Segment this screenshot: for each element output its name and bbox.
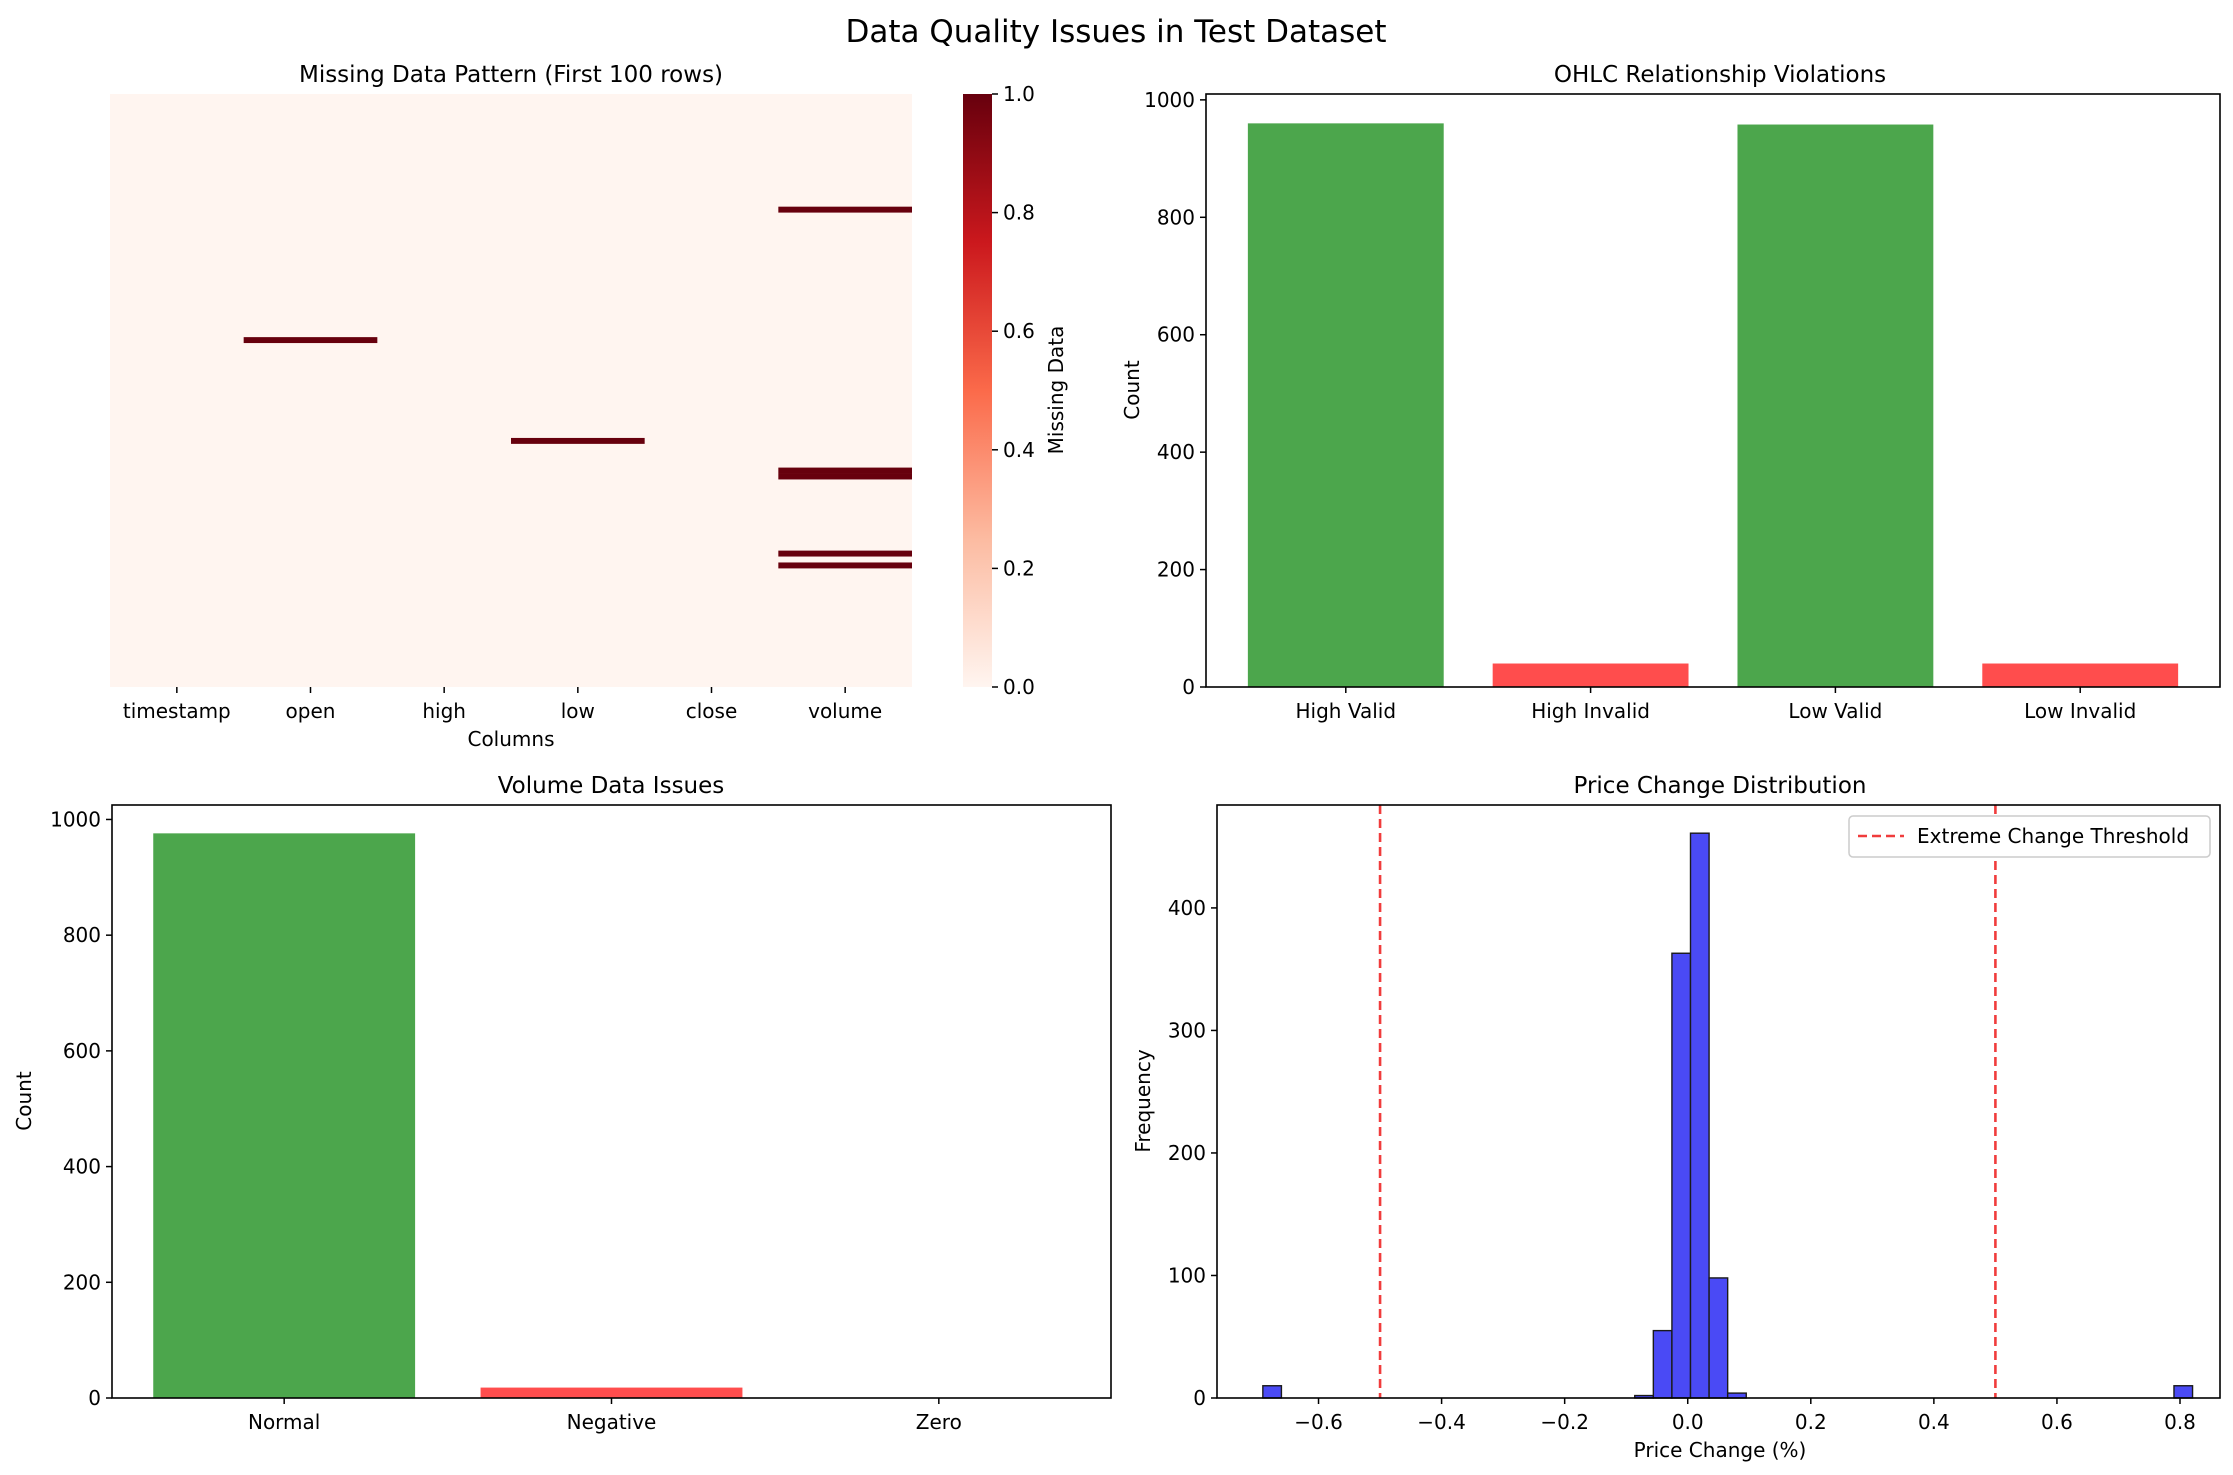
x-tick-label: 0.8: [2164, 1410, 2196, 1434]
panel-volume: Volume Data Issues 0 200 400 600 800 1000 Norm…: [12, 773, 1112, 1434]
x-tick-label: timestamp: [123, 699, 231, 723]
bar: [1247, 123, 1444, 687]
colorbar-ticks: 0.0 0.2 0.4 0.6 0.8 1.0: [992, 82, 1035, 699]
bar: [153, 833, 416, 1398]
colorbar-tick-label: 1.0: [1003, 82, 1035, 106]
panel-missing-data: Missing Data Pattern (First 100 rows) ti…: [110, 62, 1068, 751]
histogram-plot: 0 100 200 300 400 −0.6 −0.4 −0.2 0.0 0.2 0.4 0.6 0.8: [1168, 805, 2196, 1434]
y-tick-label: 400: [1168, 896, 1206, 920]
chart-title: OHLC Relationship Violations: [1554, 62, 1886, 88]
y-tick-label: 0: [88, 1386, 101, 1410]
chart-title: Price Change Distribution: [1574, 773, 1867, 799]
y-tick-label: 200: [1168, 1141, 1206, 1165]
x-tick-label: Low Invalid: [2024, 699, 2136, 723]
axes-frame: [111, 804, 1112, 1399]
x-ticks: timestamp open high low close volume: [123, 687, 882, 723]
legend-label: Extreme Change Threshold: [1917, 824, 2189, 848]
colorbar-tick-label: 0.4: [1003, 438, 1035, 462]
histogram-bar: [1708, 1277, 1729, 1399]
heatmap-missing-cell: [778, 206, 912, 213]
bar: [1982, 663, 2179, 687]
colorbar-label: Missing Data: [1044, 326, 1068, 455]
x-tick-label: 0.2: [1795, 1410, 1827, 1434]
bar: [480, 1387, 743, 1398]
axes-frame: [1216, 804, 2221, 1399]
y-tick-label: 100: [1168, 1263, 1206, 1287]
x-tick-label: low: [561, 699, 595, 723]
y-axis-label: Count: [1120, 360, 1144, 420]
colorbar-tick-label: 0.2: [1003, 556, 1035, 580]
y-tick-label: 800: [63, 923, 101, 947]
heatmap-missing-cell: [778, 562, 912, 569]
x-tick-label: 0.0: [1672, 1410, 1704, 1434]
colorbar-tick-label: 0.6: [1003, 319, 1035, 343]
colorbar: [963, 94, 992, 687]
histogram-bar: [1262, 1385, 1283, 1399]
x-tick-label: −0.2: [1540, 1410, 1589, 1434]
y-axis-label: Count: [12, 1071, 36, 1131]
ohlc-plot: 0 200 400 600 800 1000 High Valid High Invalid L…: [1144, 88, 2179, 723]
y-tick-label: 0: [1193, 1386, 1206, 1410]
heatmap-missing-cell: [243, 337, 378, 344]
y-tick-label: 300: [1168, 1018, 1206, 1042]
x-tick-label: High Invalid: [1531, 699, 1650, 723]
histogram-bar: [1671, 952, 1692, 1399]
x-tick-label: 0.6: [2041, 1410, 2073, 1434]
colorbar-tick-label: 0.0: [1003, 675, 1035, 699]
x-tick-label: 0.4: [1918, 1410, 1950, 1434]
y-tick-label: 0: [1182, 675, 1195, 699]
histogram-bar: [1652, 1329, 1673, 1399]
x-axis-label: Columns: [467, 727, 554, 751]
histogram-bar: [2173, 1385, 2194, 1399]
x-tick-label: high: [422, 699, 466, 723]
x-tick-label: Normal: [248, 1410, 320, 1434]
y-tick-label: 1000: [1144, 88, 1195, 112]
y-axis-label: Frequency: [1131, 1049, 1155, 1152]
heatmap-cells: [243, 206, 912, 569]
x-tick-label: −0.6: [1294, 1410, 1343, 1434]
y-tick-label: 600: [63, 1039, 101, 1063]
legend: Extreme Change Threshold: [1848, 815, 2211, 858]
y-tick-label: 200: [1157, 558, 1195, 582]
chart-title: Volume Data Issues: [498, 773, 725, 799]
y-tick-label: 200: [63, 1270, 101, 1294]
panel-ohlc: OHLC Relationship Violations 0 200 400 600 8…: [1120, 62, 2221, 723]
bar: [1492, 663, 1689, 687]
panel-price-change: Price Change Distribution 0 100 200 300 400 −…: [1131, 773, 2221, 1462]
bar: [1737, 124, 1934, 687]
x-tick-label: Low Valid: [1788, 699, 1882, 723]
heatmap-missing-cell: [511, 437, 645, 444]
axes-frame: [1205, 93, 2221, 688]
x-tick-label: Zero: [916, 1410, 962, 1434]
y-tick-label: 800: [1157, 205, 1195, 229]
heatmap-background: [110, 94, 912, 687]
x-tick-label: Negative: [567, 1410, 657, 1434]
chart-title: Missing Data Pattern (First 100 rows): [299, 62, 723, 88]
x-axis-label: Price Change (%): [1634, 1438, 1807, 1462]
heatmap-missing-cell: [778, 473, 912, 480]
y-tick-label: 400: [1157, 440, 1195, 464]
x-tick-label: −0.4: [1417, 1410, 1466, 1434]
legend-box: [1848, 815, 2211, 858]
x-tick-label: open: [286, 699, 336, 723]
x-tick-label: close: [686, 699, 738, 723]
colorbar-tick-label: 0.8: [1003, 201, 1035, 225]
x-tick-label: High Valid: [1296, 699, 1397, 723]
histogram-bar: [1689, 832, 1710, 1399]
figure-title: Data Quality Issues in Test Dataset: [845, 14, 1386, 50]
volume-plot: 0 200 400 600 800 1000 Normal Negative Zero: [50, 807, 962, 1434]
heatmap-missing-cell: [778, 467, 912, 474]
heatmap-missing-cell: [778, 550, 912, 557]
x-tick-label: volume: [808, 699, 882, 723]
y-tick-label: 400: [63, 1155, 101, 1179]
y-tick-label: 600: [1157, 323, 1195, 347]
y-tick-label: 1000: [50, 807, 101, 831]
